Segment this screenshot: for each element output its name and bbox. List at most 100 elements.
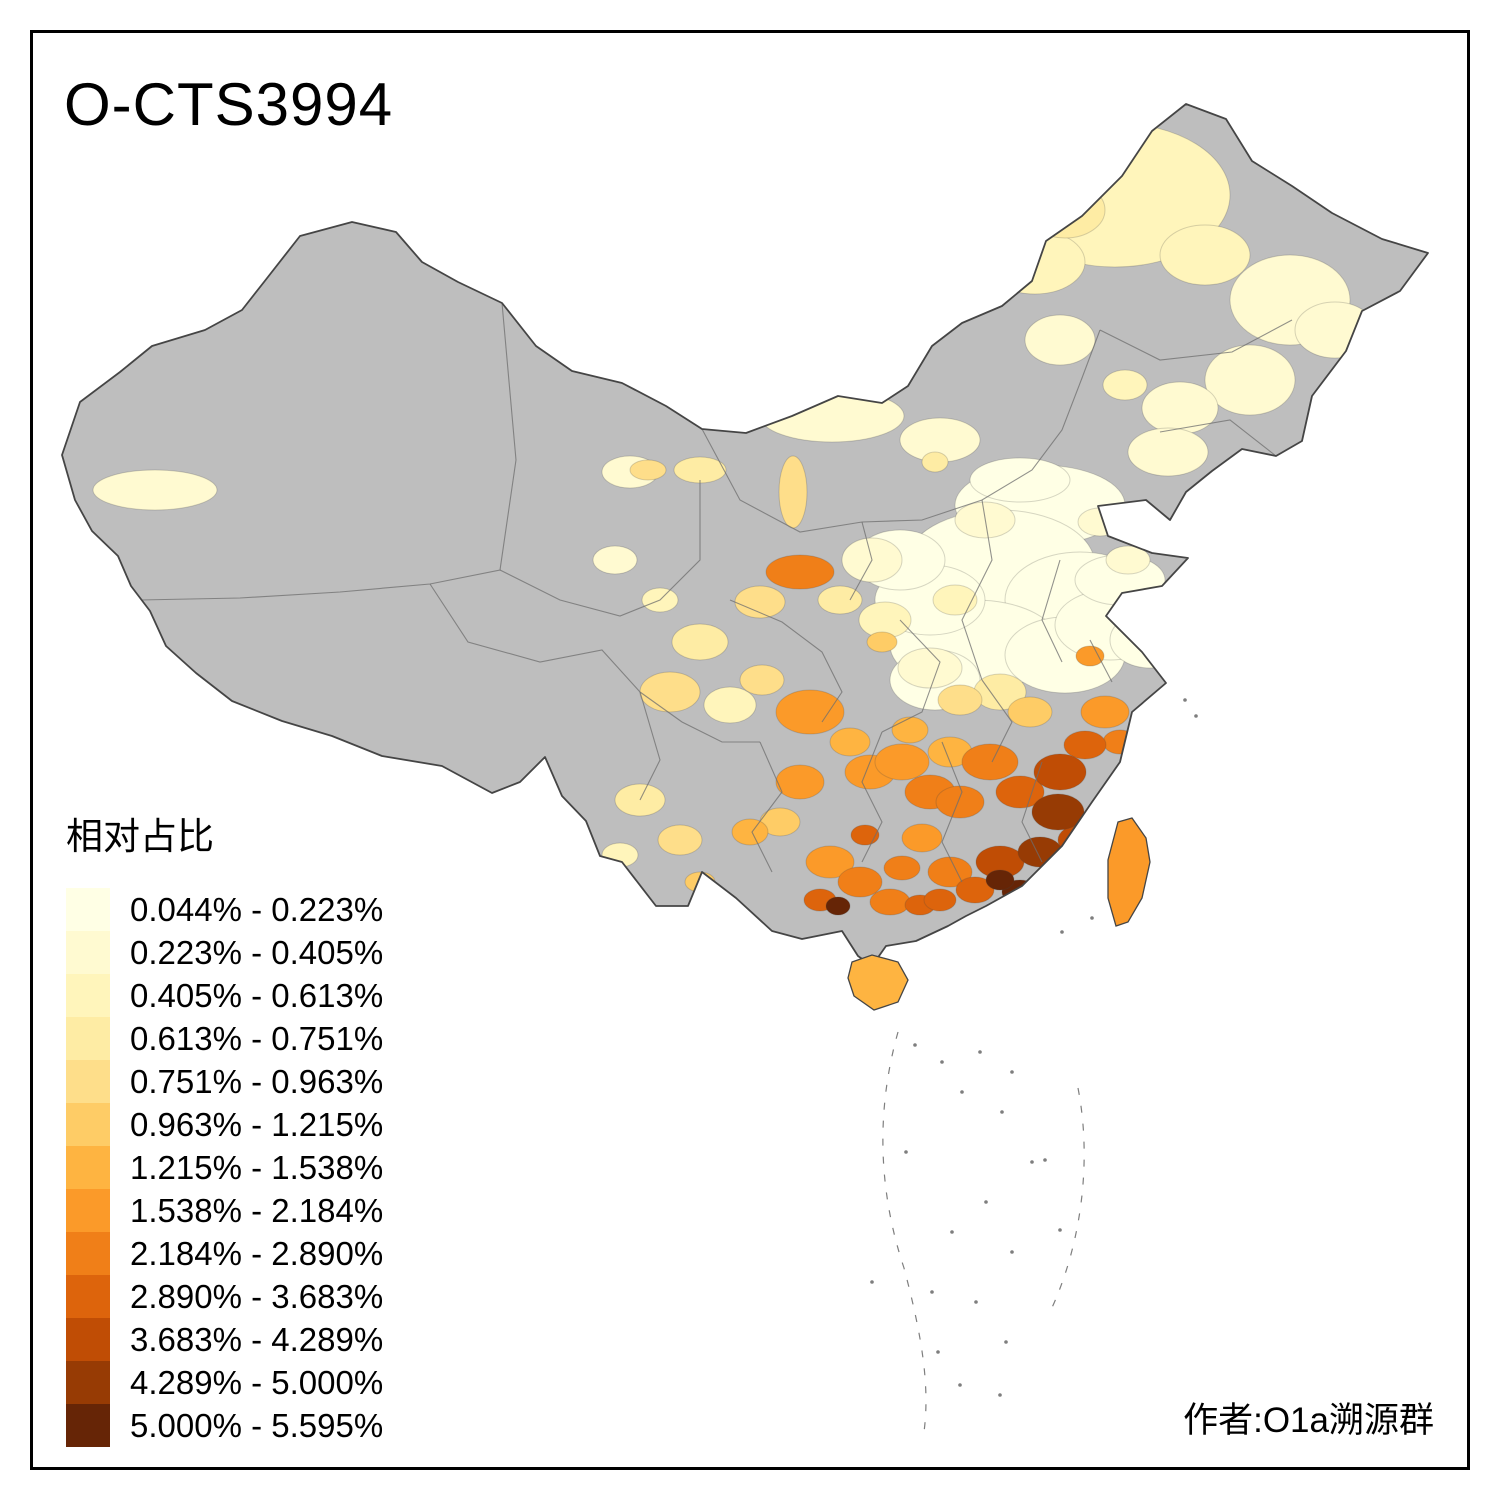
island-speck — [1004, 1340, 1008, 1344]
legend-item: 0.405% - 0.613% — [66, 974, 426, 1017]
legend-item: 2.184% - 2.890% — [66, 1232, 426, 1275]
prefecture-color-patches — [92, 122, 1376, 916]
legend-label: 5.000% - 5.595% — [130, 1406, 384, 1444]
region-patch — [961, 743, 1019, 781]
island-speck — [1058, 1228, 1062, 1232]
island-speck — [936, 1350, 940, 1354]
region-patch — [1024, 181, 1106, 239]
region-patch — [1080, 695, 1130, 729]
south-china-sea-islands — [870, 698, 1198, 1433]
legend-items: 0.044% - 0.223% 0.223% - 0.405% 0.405% - 0… — [66, 888, 426, 1447]
province-border-line — [1041, 559, 1063, 663]
region-patch — [629, 459, 667, 481]
legend-swatch — [66, 1361, 110, 1404]
legend-item: 0.044% - 0.223% — [66, 888, 426, 931]
island-speck — [1000, 1110, 1004, 1114]
legend-swatch — [66, 888, 110, 931]
province-border-line — [861, 731, 883, 863]
legend-swatch — [66, 1103, 110, 1146]
province-border-line — [1159, 419, 1277, 457]
region-patch — [671, 623, 729, 661]
legend-item: 0.751% - 0.963% — [66, 1060, 426, 1103]
sea-boundary-dash — [882, 1031, 927, 1433]
region-patch — [775, 689, 845, 735]
legend-swatch — [66, 974, 110, 1017]
region-patch — [805, 845, 855, 879]
legend-swatch — [66, 1232, 110, 1275]
island-speck — [904, 1150, 908, 1154]
region-patch — [923, 888, 957, 912]
region-patch — [1031, 793, 1085, 831]
island-speck — [1043, 1158, 1047, 1162]
legend-item: 0.613% - 0.751% — [66, 1017, 426, 1060]
island-speck — [984, 1200, 988, 1204]
province-border-line — [941, 741, 963, 883]
province-border-line — [429, 583, 641, 693]
legend-item: 2.890% - 3.683% — [66, 1275, 426, 1318]
region-patch — [901, 823, 943, 853]
province-border-line — [961, 499, 993, 681]
legend-label: 0.223% - 0.405% — [130, 933, 384, 971]
national-outline — [61, 103, 1429, 967]
island-speck — [913, 1043, 917, 1047]
province-border-line — [751, 741, 783, 873]
island-speck — [1030, 1160, 1034, 1164]
legend-label: 2.890% - 3.683% — [130, 1277, 384, 1315]
author-credit: 作者:O1a溯源群 — [1183, 1401, 1434, 1440]
region-patch — [731, 818, 769, 846]
legend-item: 1.538% - 2.184% — [66, 1189, 426, 1232]
legend-label: 0.963% - 1.215% — [130, 1105, 384, 1143]
region-patch — [639, 671, 701, 713]
province-border-line — [639, 691, 661, 801]
province-border-line — [729, 599, 843, 723]
region-patch — [1033, 753, 1087, 791]
legend-item: 1.215% - 1.538% — [66, 1146, 426, 1189]
region-patch — [921, 451, 949, 473]
province-border-line — [849, 521, 873, 601]
sea-boundary-dash — [1049, 1087, 1085, 1313]
region-patch — [897, 647, 963, 689]
island-speck — [1010, 1250, 1014, 1254]
island-speck — [930, 1290, 934, 1294]
legend: 相对占比 0.044% - 0.223% 0.223% - 0.405% 0.405… — [66, 806, 426, 1447]
island-speck — [960, 1090, 964, 1094]
province-border-line — [1089, 639, 1113, 683]
region-patch — [985, 869, 1015, 891]
region-patch — [1105, 545, 1151, 575]
island-speck — [1090, 916, 1094, 920]
region-patch — [1007, 696, 1053, 728]
legend-swatch — [66, 1189, 110, 1232]
page-title: O-CTS3994 — [64, 71, 394, 138]
region-patch — [657, 824, 703, 856]
province-border-line — [499, 480, 701, 617]
region-patch — [817, 585, 863, 615]
island-speck — [1183, 698, 1187, 702]
region-patch — [1204, 344, 1296, 416]
region-patch — [969, 457, 1071, 503]
region-patch — [995, 775, 1045, 809]
legend-item: 5.000% - 5.595% — [66, 1404, 426, 1447]
region-patch — [703, 686, 757, 724]
legend-label: 1.538% - 2.184% — [130, 1191, 384, 1229]
legend-title: 相对占比 — [66, 816, 214, 857]
region-patch — [1159, 224, 1251, 286]
region-patch — [765, 554, 835, 590]
legend-swatch — [66, 1060, 110, 1103]
region-patch — [592, 545, 638, 575]
region-patch — [92, 469, 218, 511]
legend-label: 0.613% - 0.751% — [130, 1019, 384, 1057]
region-patch — [1075, 645, 1105, 667]
legend-label: 0.751% - 0.963% — [130, 1062, 384, 1100]
region-patch — [673, 456, 727, 484]
region-patch — [1063, 730, 1107, 760]
legend-swatch — [66, 1275, 110, 1318]
region-patch — [1127, 427, 1209, 477]
island-speck — [1060, 930, 1064, 934]
region-patch — [850, 824, 880, 846]
region-patch — [739, 664, 785, 696]
region-patch — [1041, 867, 1083, 897]
island-speck — [1194, 714, 1198, 718]
region-patch — [1102, 369, 1148, 401]
legend-label: 2.184% - 2.890% — [130, 1234, 384, 1272]
region-patch — [778, 455, 808, 529]
